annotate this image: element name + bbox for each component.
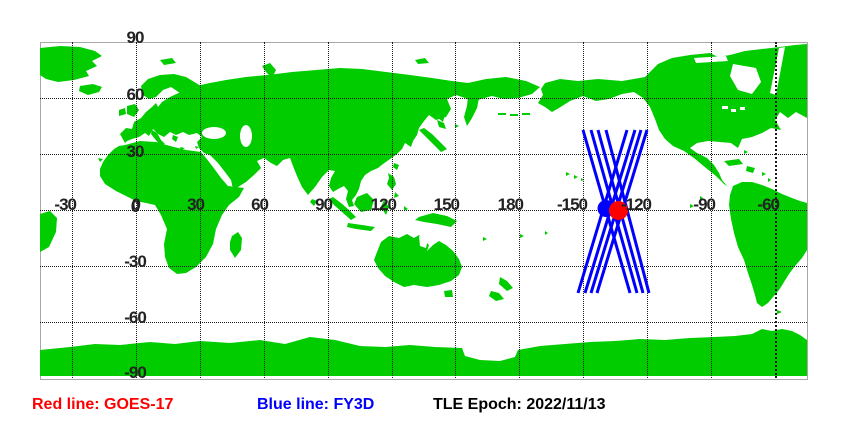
lat-label-30: 30 [126,142,145,161]
parallel-gridline-30 [40,154,807,155]
lat-label-0: 0 [130,197,141,216]
lat-label-60: 60 [126,85,145,104]
lat-label--90: -90 [124,363,147,382]
legend-goes17: Red line: GOES-17 [32,396,174,413]
lon-label--60: -60 [757,195,780,214]
lon-label-150: 150 [433,195,460,214]
lon-label--30: -30 [54,195,77,214]
lon-label--150: -150 [556,195,588,214]
lon-label--90: -90 [693,195,716,214]
goes17-position-dot [609,201,628,220]
lon-label-90: 90 [315,195,333,214]
parallel-gridline-60 [40,98,807,99]
lon-label-0: 0 [131,195,142,214]
lat-label--60: -60 [124,308,147,327]
lon-label-120: 120 [370,195,397,214]
legend-tle-epoch: TLE Epoch: 2022/11/13 [433,396,606,413]
lon-label--120: -120 [620,195,652,214]
legend-bar: Red line: GOES-17 Blue line: FY3D TLE Ep… [0,396,850,418]
map-border [40,42,808,380]
legend-fy3d: Blue line: FY3D [257,396,375,413]
lat-label-90: 90 [126,28,145,47]
lat-label--30: -30 [124,252,147,271]
parallel-gridline--60 [40,322,807,323]
lon-label-180: 180 [497,195,524,214]
lon-label-30: 30 [187,195,205,214]
parallel-gridline--30 [40,266,807,267]
lon-label-60: 60 [251,195,269,214]
parallel-gridline-0 [40,210,807,211]
